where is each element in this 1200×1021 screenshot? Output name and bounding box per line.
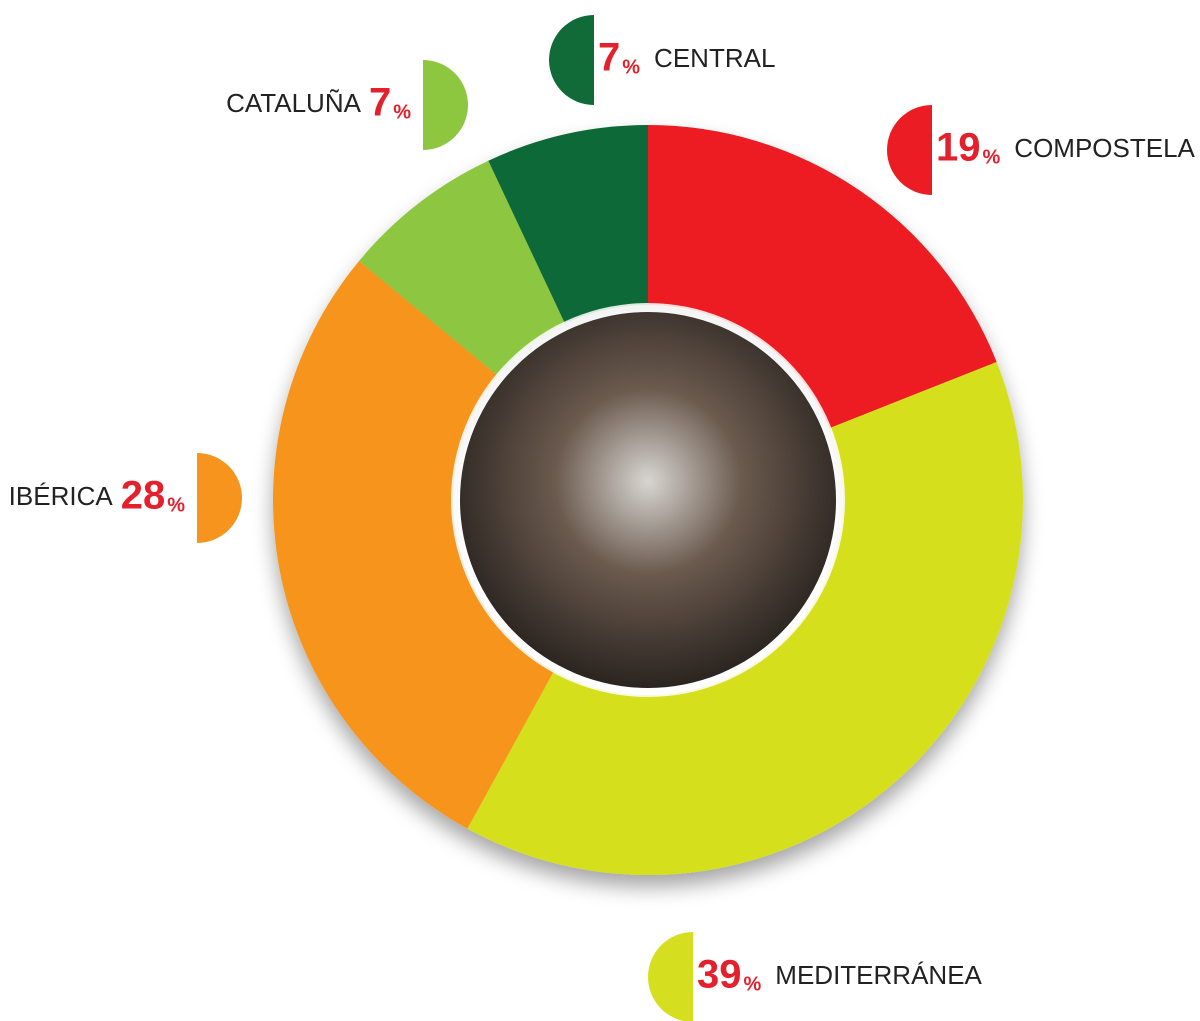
legend-marker (549, 15, 594, 105)
unit-label: % (393, 101, 411, 123)
category-label: MEDITERRÁNEA (775, 960, 982, 990)
unit-label: % (744, 973, 762, 995)
unit-label: % (167, 494, 185, 516)
category-label: IBÉRICA (9, 481, 114, 511)
value-label: 39 (697, 953, 742, 997)
legend-marker (887, 105, 932, 195)
category-label: CENTRAL (654, 43, 775, 73)
value-label: 7 (369, 81, 391, 125)
value-label: 19 (936, 126, 981, 170)
category-label: COMPOSTELA (1014, 133, 1195, 163)
value-label: 28 (121, 474, 166, 518)
legend-marker (423, 60, 468, 150)
unit-label: % (983, 146, 1001, 168)
unit-label: % (622, 56, 640, 78)
category-label: CATALUÑA (226, 88, 361, 118)
chart: 19% COMPOSTELA 39% MEDITERRÁNEA 28% IBÉRICA 7%… (0, 0, 1200, 1021)
legend-marker (197, 453, 242, 543)
value-label: 7 (598, 36, 620, 80)
center-photo (460, 312, 836, 688)
legend-marker (648, 932, 693, 1021)
